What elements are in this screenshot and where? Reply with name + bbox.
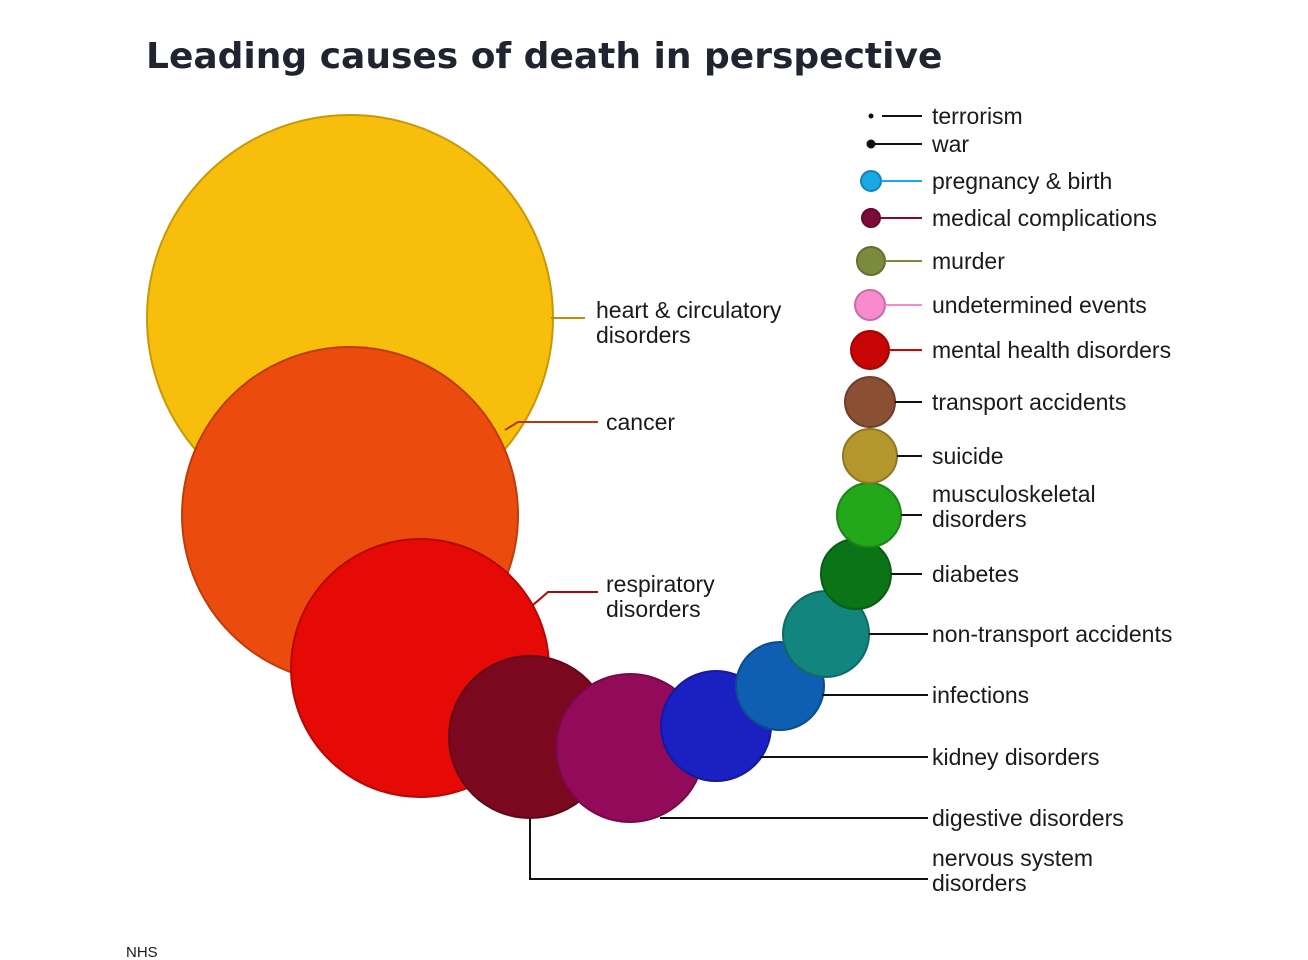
musculoskeletal-label-line: musculoskeletal (932, 481, 1096, 507)
mental-bubble (850, 330, 890, 370)
digestive-label-line: digestive disorders (932, 805, 1124, 831)
nervous-label: nervous system disorders (932, 845, 1093, 896)
bubble-group (146, 113, 902, 823)
war-label-line: war (931, 131, 969, 157)
cancer-leader-line (504, 421, 598, 431)
respiratory-label-line: respiratory (606, 571, 715, 597)
mental-label: mental health disorders (932, 337, 1171, 363)
murder-label-line: murder (932, 248, 1005, 274)
infections-label: infections (932, 682, 1029, 708)
undetermined-bubble (854, 289, 886, 321)
diabetes-bubble (820, 538, 892, 610)
murder-label: murder (932, 248, 1005, 274)
non-transport-label-line: non-transport accidents (932, 621, 1172, 647)
musculoskeletal-label: musculoskeletal disorders (932, 481, 1096, 532)
heart-label-line: heart & circulatory (596, 297, 782, 323)
cancer-label: cancer (606, 409, 675, 435)
heart-label: heart & circulatory disorders (596, 297, 782, 348)
respiratory-label-line: disorders (606, 596, 701, 622)
nervous-leader-line (529, 818, 928, 880)
terrorism-bubble (868, 113, 874, 119)
undetermined-label: undetermined events (932, 292, 1147, 318)
terrorism-label: terrorism (932, 103, 1023, 129)
transport-label: transport accidents (932, 389, 1126, 415)
page-title: Leading causes of death in perspective (146, 36, 942, 77)
pregnancy-label-line: pregnancy & birth (932, 168, 1112, 194)
respiratory-label: respiratory disorders (606, 571, 715, 622)
medical-label: medical complications (932, 205, 1157, 231)
cancer-label-line: cancer (606, 409, 675, 435)
undetermined-label-line: undetermined events (932, 292, 1147, 318)
medical-label-line: medical complications (932, 205, 1157, 231)
kidney-label-line: kidney disorders (932, 744, 1099, 770)
heart-label-line: disorders (596, 322, 691, 348)
kidney-label: kidney disorders (932, 744, 1099, 770)
suicide-label-line: suicide (932, 443, 1004, 469)
medical-bubble (861, 208, 881, 228)
terrorism-label-line: terrorism (932, 103, 1023, 129)
nervous-label-line: nervous system (932, 845, 1093, 871)
source-label: NHS (126, 944, 158, 960)
war-label: war (931, 131, 969, 157)
musculoskeletal-label-line: disorders (932, 506, 1027, 532)
digestive-label: digestive disorders (932, 805, 1124, 831)
transport-label-line: transport accidents (932, 389, 1126, 415)
legend-group: heart & circulatory disorderscancerrespir… (504, 103, 1172, 896)
diabetes-label: diabetes (932, 561, 1019, 587)
respiratory-leader-line (532, 591, 598, 606)
mental-label-line: mental health disorders (932, 337, 1171, 363)
suicide-label: suicide (932, 443, 1004, 469)
pregnancy-label: pregnancy & birth (932, 168, 1112, 194)
diabetes-label-line: diabetes (932, 561, 1019, 587)
murder-bubble (856, 246, 886, 276)
pregnancy-bubble (860, 170, 882, 192)
transport-bubble (844, 376, 896, 428)
nervous-label-line: disorders (932, 870, 1027, 896)
non-transport-label: non-transport accidents (932, 621, 1172, 647)
infections-label-line: infections (932, 682, 1029, 708)
suicide-bubble (842, 428, 898, 484)
war-bubble (866, 139, 876, 149)
musculoskeletal-bubble (836, 482, 902, 548)
